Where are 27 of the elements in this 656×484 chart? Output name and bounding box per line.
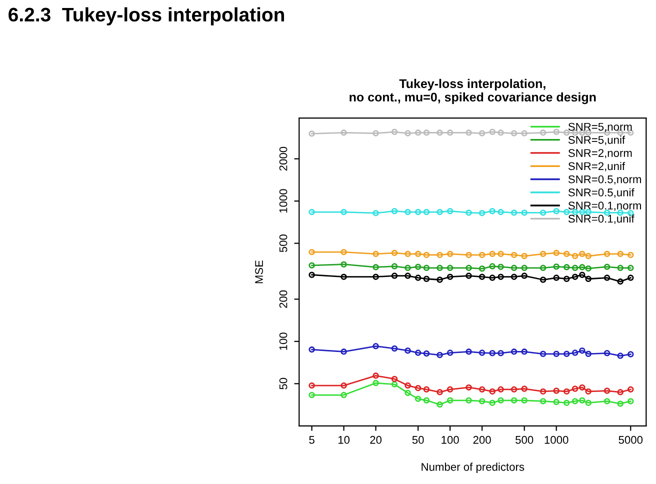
x-tick-label: 100 bbox=[442, 436, 459, 444]
chart-title: Tukey-loss interpolation, no cont., mu=0, spiked covariance design bbox=[350, 78, 596, 104]
y-tick-label: 2000 bbox=[279, 146, 288, 171]
y-tick-label: 500 bbox=[279, 234, 288, 252]
legend-label: SNR=2,unif bbox=[568, 162, 626, 172]
x-tick-label: 50 bbox=[412, 436, 424, 444]
y-tick-label: 100 bbox=[279, 332, 288, 350]
x-tick-label: 10 bbox=[338, 436, 350, 444]
x-tick-label: 1000 bbox=[544, 436, 568, 444]
y-tick-label: 200 bbox=[279, 290, 288, 308]
x-tick-label: 5 bbox=[309, 436, 314, 444]
legend-label: SNR=0.5,unif bbox=[568, 188, 634, 198]
x-axis-title: Number of predictors bbox=[422, 462, 524, 474]
x-tick-label: 20 bbox=[370, 436, 382, 444]
y-axis-title: MSE bbox=[255, 260, 263, 284]
legend-label: SNR=5,norm bbox=[568, 122, 632, 132]
y-tick-label: 50 bbox=[279, 378, 288, 390]
y-tick-label: 1000 bbox=[279, 189, 288, 213]
legend-label: SNR=2,norm bbox=[568, 149, 632, 158]
legend-label: SNR=0.5,norm bbox=[568, 175, 641, 185]
x-tick-label: 200 bbox=[473, 436, 491, 444]
text: 6.2.3 Tukey-loss interpolation bbox=[8, 7, 284, 26]
x-tick-label: 500 bbox=[516, 436, 534, 444]
legend-label: SNR=0.1,unif bbox=[568, 214, 634, 224]
legend-label: SNR=0.1,norm bbox=[568, 202, 641, 211]
legend-label: SNR=5,unif bbox=[568, 136, 626, 146]
x-tick-label: 5000 bbox=[618, 436, 643, 444]
